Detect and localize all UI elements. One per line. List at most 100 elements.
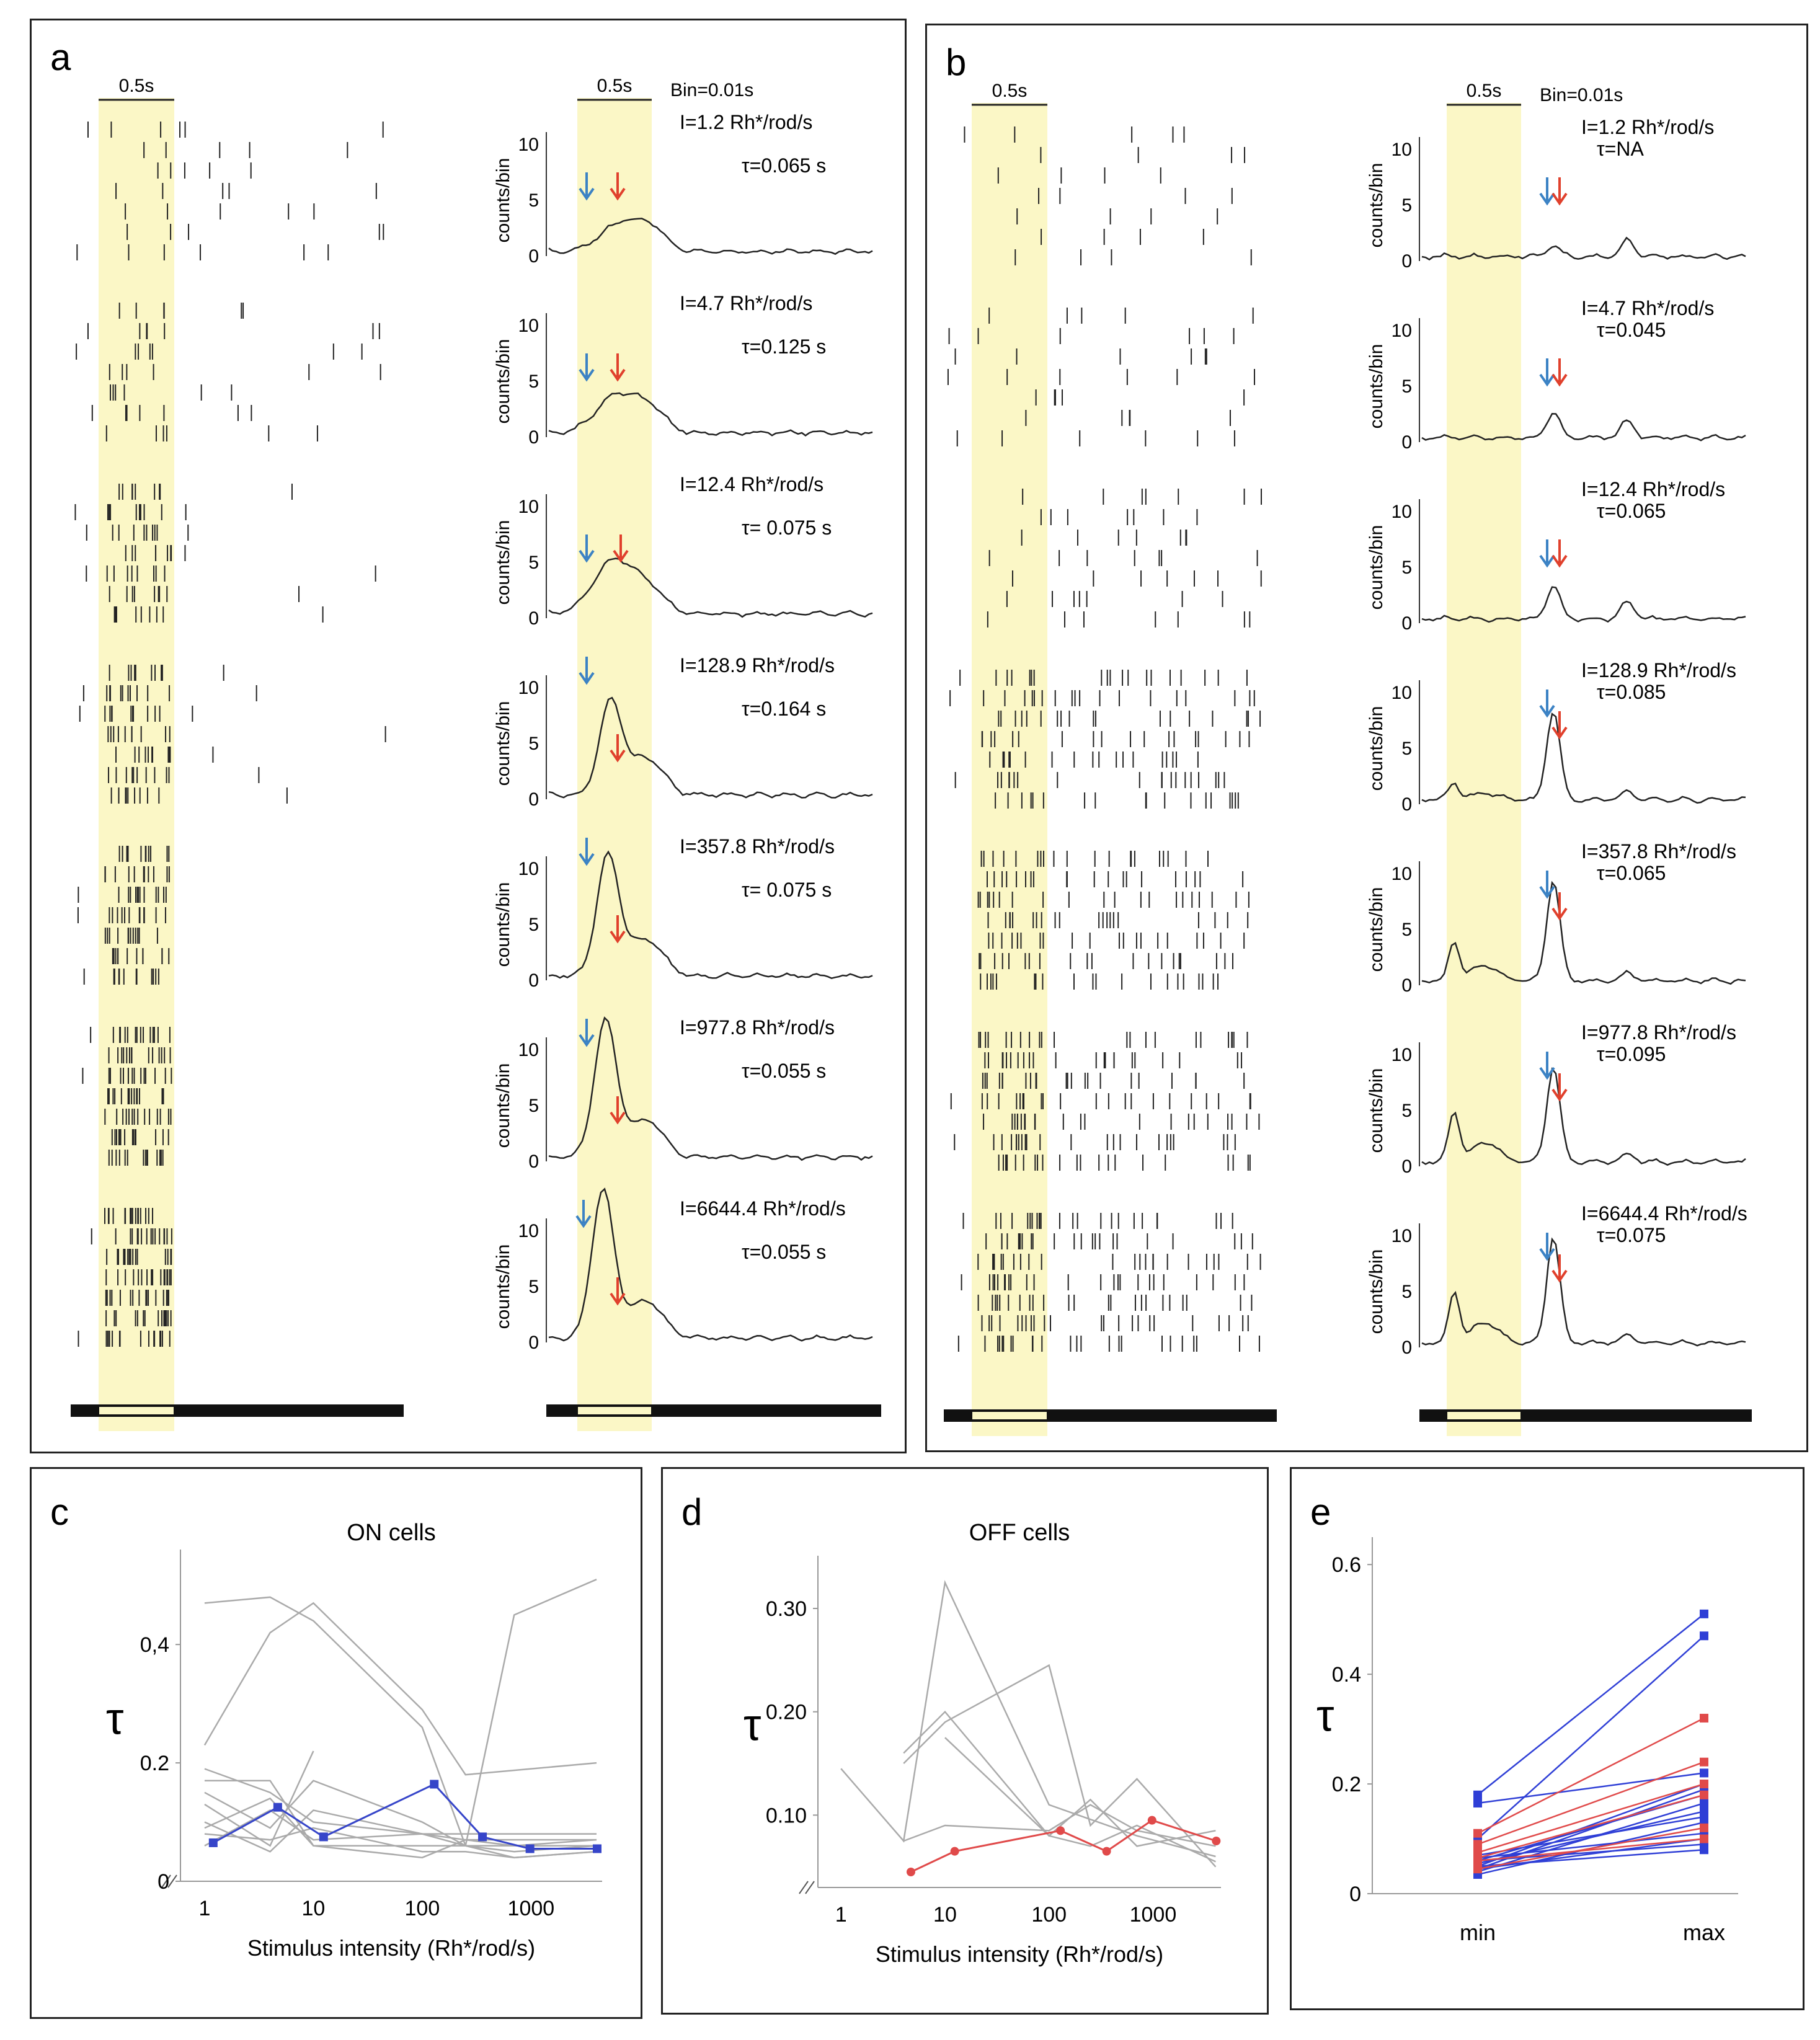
tau-label: τ=0.065 s bbox=[742, 154, 826, 177]
blue-arrow-head bbox=[579, 187, 595, 201]
pair-min-point bbox=[1473, 1840, 1482, 1849]
highlight-point bbox=[1212, 1837, 1221, 1845]
intensity-label: I=6644.4 Rh*/rod/s bbox=[1581, 1202, 1747, 1225]
tau-label: τ=0.045 bbox=[1597, 319, 1666, 341]
psth-trace bbox=[548, 850, 873, 980]
tau-label: τ= 0.075 s bbox=[742, 879, 832, 901]
psth-stimulus-band bbox=[1447, 103, 1521, 1436]
red-arrow bbox=[1551, 1254, 1568, 1283]
psth-y-tick: 5 bbox=[528, 915, 539, 935]
psth-y-label: counts/bin bbox=[1366, 525, 1387, 610]
red-arrow-head bbox=[610, 749, 626, 763]
raster-scale-label: 0.5s bbox=[119, 76, 154, 96]
red-arrow bbox=[610, 1277, 626, 1306]
red-arrow bbox=[613, 534, 629, 563]
y-axis-label: τ bbox=[744, 1701, 761, 1750]
red-arrow-head bbox=[613, 549, 629, 563]
psth-trace bbox=[1421, 413, 1746, 441]
highlight-point bbox=[592, 1844, 601, 1853]
tau-label: τ= 0.075 s bbox=[742, 517, 832, 539]
blue-arrow-head bbox=[1539, 885, 1555, 899]
psth-y-label: counts/bin bbox=[1366, 706, 1387, 791]
chart-title: OFF cells bbox=[969, 1520, 1070, 1546]
red-arrow-head bbox=[610, 368, 626, 382]
x-category-label: max bbox=[1683, 1920, 1725, 1945]
psth-y-tick: 5 bbox=[1401, 920, 1412, 940]
intensity-label: I=4.7 Rh*/rod/s bbox=[680, 292, 812, 314]
bin-label: Bin=0.01s bbox=[1540, 85, 1623, 105]
psth-y-tick: 10 bbox=[518, 497, 539, 517]
pair-line bbox=[1477, 1717, 1705, 1834]
red-arrow-head bbox=[1551, 907, 1568, 921]
raster-stimulus-band bbox=[972, 103, 1047, 1436]
red-arrow bbox=[610, 1096, 626, 1125]
red-arrow-head bbox=[1551, 1088, 1568, 1102]
pair-max-point bbox=[1700, 1834, 1708, 1843]
psth-y-label: counts/bin bbox=[493, 1244, 513, 1329]
raster-timeline-stimulus bbox=[971, 1411, 1048, 1421]
red-arrow bbox=[610, 353, 626, 382]
psth-y-tick: 5 bbox=[1401, 1282, 1412, 1302]
panel-letter: c bbox=[50, 1491, 69, 1533]
psth-trace bbox=[1421, 1067, 1746, 1166]
blue-arrow bbox=[1539, 358, 1555, 387]
psth-trace bbox=[1421, 586, 1746, 623]
y-tick-label: 0.2 bbox=[140, 1752, 169, 1775]
tau-label: τ=0.085 bbox=[1597, 681, 1666, 703]
pair-line bbox=[1477, 1816, 1705, 1856]
psth-y-label: counts/bin bbox=[1366, 1068, 1387, 1153]
highlight-point bbox=[1056, 1826, 1065, 1835]
pair-max-point bbox=[1700, 1790, 1708, 1799]
tau-label: τ=0.095 bbox=[1597, 1043, 1666, 1065]
blue-arrow bbox=[579, 172, 595, 201]
psth-y-tick: 5 bbox=[528, 1277, 539, 1297]
psth-stimulus-band bbox=[577, 98, 652, 1431]
blue-arrow-head bbox=[575, 1215, 592, 1228]
red-arrow bbox=[1551, 177, 1568, 206]
psth-y-tick: 5 bbox=[1401, 557, 1412, 578]
x-tick-label: 100 bbox=[1031, 1903, 1067, 1927]
pair-line bbox=[1477, 1838, 1705, 1862]
bin-label: Bin=0.01s bbox=[670, 80, 753, 100]
y-tick-label: 0.10 bbox=[766, 1804, 807, 1827]
blue-arrow bbox=[579, 838, 595, 866]
psth-trace bbox=[548, 1187, 873, 1342]
blue-arrow bbox=[579, 1019, 595, 1047]
psth-trace bbox=[1421, 1237, 1746, 1347]
blue-arrow-head bbox=[1539, 1248, 1555, 1261]
axis-break-mark bbox=[161, 1874, 177, 1888]
pair-line bbox=[1477, 1783, 1705, 1853]
tau-label: τ=0.125 s bbox=[742, 335, 826, 358]
psth-y-tick: 10 bbox=[518, 678, 539, 698]
background-series-line bbox=[464, 1579, 597, 1846]
pair-max-point bbox=[1700, 1609, 1708, 1618]
intensity-label: I=977.8 Rh*/rod/s bbox=[680, 1016, 835, 1039]
tau-label: τ=0.055 s bbox=[742, 1241, 826, 1263]
psth-y-label: counts/bin bbox=[1366, 887, 1387, 972]
psth-y-tick: 0 bbox=[528, 246, 539, 267]
pair-line bbox=[1477, 1848, 1705, 1868]
blue-arrow-head bbox=[1539, 373, 1555, 387]
psth-trace bbox=[548, 1016, 873, 1161]
pair-line bbox=[1477, 1772, 1705, 1804]
psth-y-tick: 0 bbox=[1401, 975, 1412, 996]
pair-line bbox=[1477, 1843, 1705, 1862]
tau-label: τ=0.065 bbox=[1597, 862, 1666, 884]
intensity-label: I=977.8 Rh*/rod/s bbox=[1581, 1021, 1736, 1044]
x-tick-label: 10 bbox=[301, 1897, 325, 1920]
axis-break-mark bbox=[799, 1881, 815, 1894]
pair-line bbox=[1477, 1635, 1705, 1840]
y-tick-label: 0 bbox=[158, 1870, 169, 1894]
min-max-chart: e 0 0.2 0.4 0.6 min max τ bbox=[1310, 1491, 1738, 1945]
tau-label: τ=0.055 s bbox=[742, 1060, 826, 1082]
intensity-label: I=4.7 Rh*/rod/s bbox=[1581, 297, 1714, 319]
x-tick-label: 1000 bbox=[1130, 1903, 1177, 1927]
highlight-point bbox=[273, 1803, 282, 1812]
red-arrow bbox=[610, 734, 626, 763]
psth-y-tick: 0 bbox=[1401, 1337, 1412, 1358]
blue-arrow-head bbox=[1539, 192, 1555, 206]
highlight-point bbox=[319, 1832, 328, 1842]
blue-arrow-head bbox=[579, 672, 595, 685]
red-arrow-head bbox=[610, 187, 626, 201]
psth-y-tick: 10 bbox=[518, 859, 539, 879]
